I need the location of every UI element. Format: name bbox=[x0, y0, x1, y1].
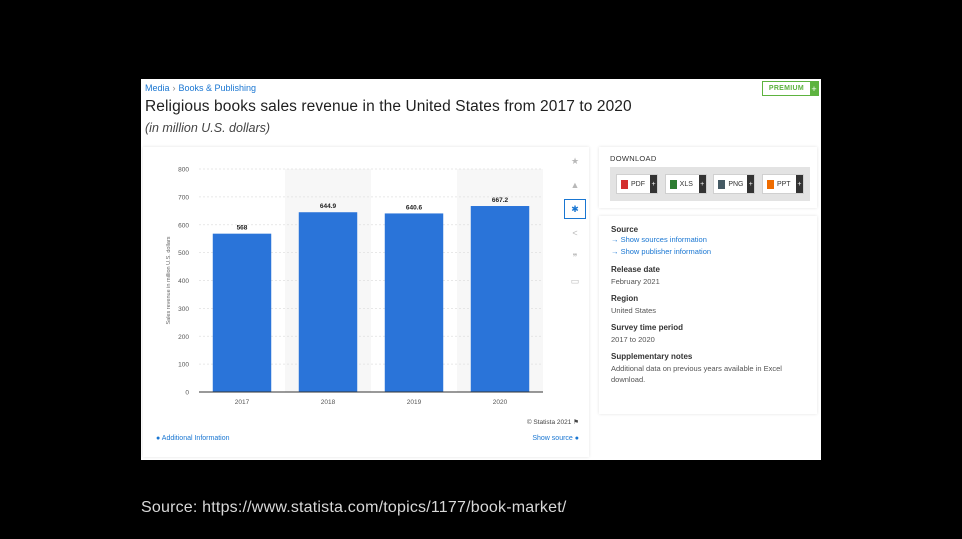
y-tick-label: 600 bbox=[178, 222, 189, 229]
y-tick-label: 800 bbox=[178, 167, 189, 174]
y-tick-label: 200 bbox=[178, 334, 189, 341]
print-icon[interactable]: ▭ bbox=[570, 275, 580, 286]
pdf-file-icon bbox=[621, 179, 628, 189]
plus-icon: + bbox=[650, 175, 657, 193]
copyright-text: © Statista 2021 bbox=[526, 419, 572, 426]
y-tick-label: 700 bbox=[178, 194, 189, 201]
premium-label: PREMIUM bbox=[768, 85, 804, 92]
notification-bell-icon[interactable]: ▲ bbox=[570, 180, 580, 190]
bar bbox=[298, 212, 358, 392]
png-file-icon bbox=[718, 179, 726, 189]
data-label: 640.6 bbox=[406, 204, 423, 211]
x-tick-label: 2020 bbox=[493, 399, 508, 406]
show-publisher-link[interactable]: → Show publisher information bbox=[611, 247, 712, 256]
x-tick-label: 2018 bbox=[321, 399, 336, 406]
share-icon[interactable]: < bbox=[572, 228, 578, 238]
y-tick-label: 300 bbox=[178, 306, 189, 313]
show-source-label: Show source bbox=[532, 435, 573, 442]
download-png-label: PNG bbox=[728, 180, 744, 188]
survey-period-heading: Survey time period bbox=[611, 323, 684, 332]
show-sources-link[interactable]: → Show sources information bbox=[611, 235, 707, 244]
download-panel: DOWNLOAD PDF + XLS + PNG + PPT + bbox=[599, 147, 817, 208]
info-panel: Source → Show sources information → Show… bbox=[599, 216, 817, 414]
data-label: 568 bbox=[237, 225, 248, 232]
page-title: Religious books sales revenue in the Uni… bbox=[145, 98, 632, 115]
xls-file-icon bbox=[669, 179, 677, 189]
breadcrumb-books-publishing-link[interactable]: Books & Publishing bbox=[178, 83, 257, 93]
cite-quote-icon[interactable]: ❞ bbox=[572, 251, 578, 262]
y-axis-title: Sales revenue in million U.S. dollars bbox=[166, 236, 172, 324]
release-date-heading: Release date bbox=[611, 265, 660, 274]
data-label: 644.9 bbox=[320, 203, 337, 210]
x-tick-label: 2019 bbox=[407, 399, 422, 406]
download-buttons: PDF + XLS + PNG + PPT + bbox=[610, 167, 810, 201]
download-ppt-label: PPT bbox=[776, 180, 791, 188]
plus-icon: + bbox=[698, 175, 706, 193]
breadcrumb-separator: › bbox=[172, 83, 176, 93]
chart-panel: 0 100 200 300 400 500 600 700 800 Sales revenue i… bbox=[143, 147, 589, 457]
bar bbox=[470, 206, 530, 392]
additional-information-link[interactable]: ● Additional Information bbox=[156, 435, 230, 442]
download-xls-label: XLS bbox=[679, 180, 693, 188]
data-label: 667.2 bbox=[492, 197, 509, 204]
flag-icon: ⚑ bbox=[573, 419, 579, 426]
ppt-file-icon bbox=[766, 179, 774, 189]
statistic-card: Media › Books & Publishing PREMIUM + Rel… bbox=[141, 79, 821, 460]
y-tick-label: 400 bbox=[178, 278, 189, 285]
plus-icon: + bbox=[795, 175, 803, 193]
survey-period-value: 2017 to 2020 bbox=[611, 335, 655, 344]
breadcrumb: Media › Books & Publishing bbox=[145, 83, 256, 93]
bar bbox=[384, 213, 444, 392]
supplementary-notes-heading: Supplementary notes bbox=[611, 352, 693, 361]
supplementary-notes-value: Additional data on previous years availa… bbox=[611, 364, 782, 384]
region-value: United States bbox=[611, 306, 657, 315]
settings-gear-icon[interactable]: ✱ bbox=[564, 199, 586, 219]
premium-badge[interactable]: PREMIUM + bbox=[761, 81, 819, 96]
breadcrumb-media-link[interactable]: Media bbox=[145, 83, 170, 93]
y-tick-label: 100 bbox=[178, 362, 189, 369]
favorite-star-icon[interactable]: ★ bbox=[570, 155, 580, 166]
download-png-button[interactable]: PNG + bbox=[713, 174, 756, 194]
release-date-value: February 2021 bbox=[611, 277, 660, 286]
info-icon: ● bbox=[156, 435, 161, 442]
additional-information-label: Additional Information bbox=[161, 435, 230, 442]
source-heading: Source bbox=[611, 225, 639, 234]
x-tick-label: 2017 bbox=[235, 399, 250, 406]
download-ppt-button[interactable]: PPT + bbox=[761, 174, 804, 194]
region-heading: Region bbox=[611, 294, 639, 303]
page-subtitle: (in million U.S. dollars) bbox=[145, 121, 271, 135]
statista-copyright: © Statista 2021 ⚑ bbox=[527, 418, 579, 426]
download-title: DOWNLOAD bbox=[610, 154, 657, 163]
plus-icon: + bbox=[747, 175, 755, 193]
premium-plus-icon: + bbox=[810, 82, 818, 95]
download-pdf-label: PDF bbox=[631, 180, 645, 188]
bar bbox=[212, 233, 272, 392]
info-icon: ● bbox=[574, 435, 579, 442]
bar-chart: 0 100 200 300 400 500 600 700 800 Sales revenue i… bbox=[166, 167, 543, 406]
download-pdf-button[interactable]: PDF + bbox=[616, 174, 658, 194]
chart-toolbar: ★ ▲ ✱ < ❞ ▭ bbox=[564, 151, 586, 295]
y-tick-label: 0 bbox=[185, 390, 189, 397]
download-xls-button[interactable]: XLS + bbox=[664, 174, 707, 194]
source-caption: Source: https://www.statista.com/topics/… bbox=[141, 499, 567, 516]
show-source-link[interactable]: Show source ● bbox=[532, 435, 579, 442]
y-tick-label: 500 bbox=[178, 250, 189, 257]
